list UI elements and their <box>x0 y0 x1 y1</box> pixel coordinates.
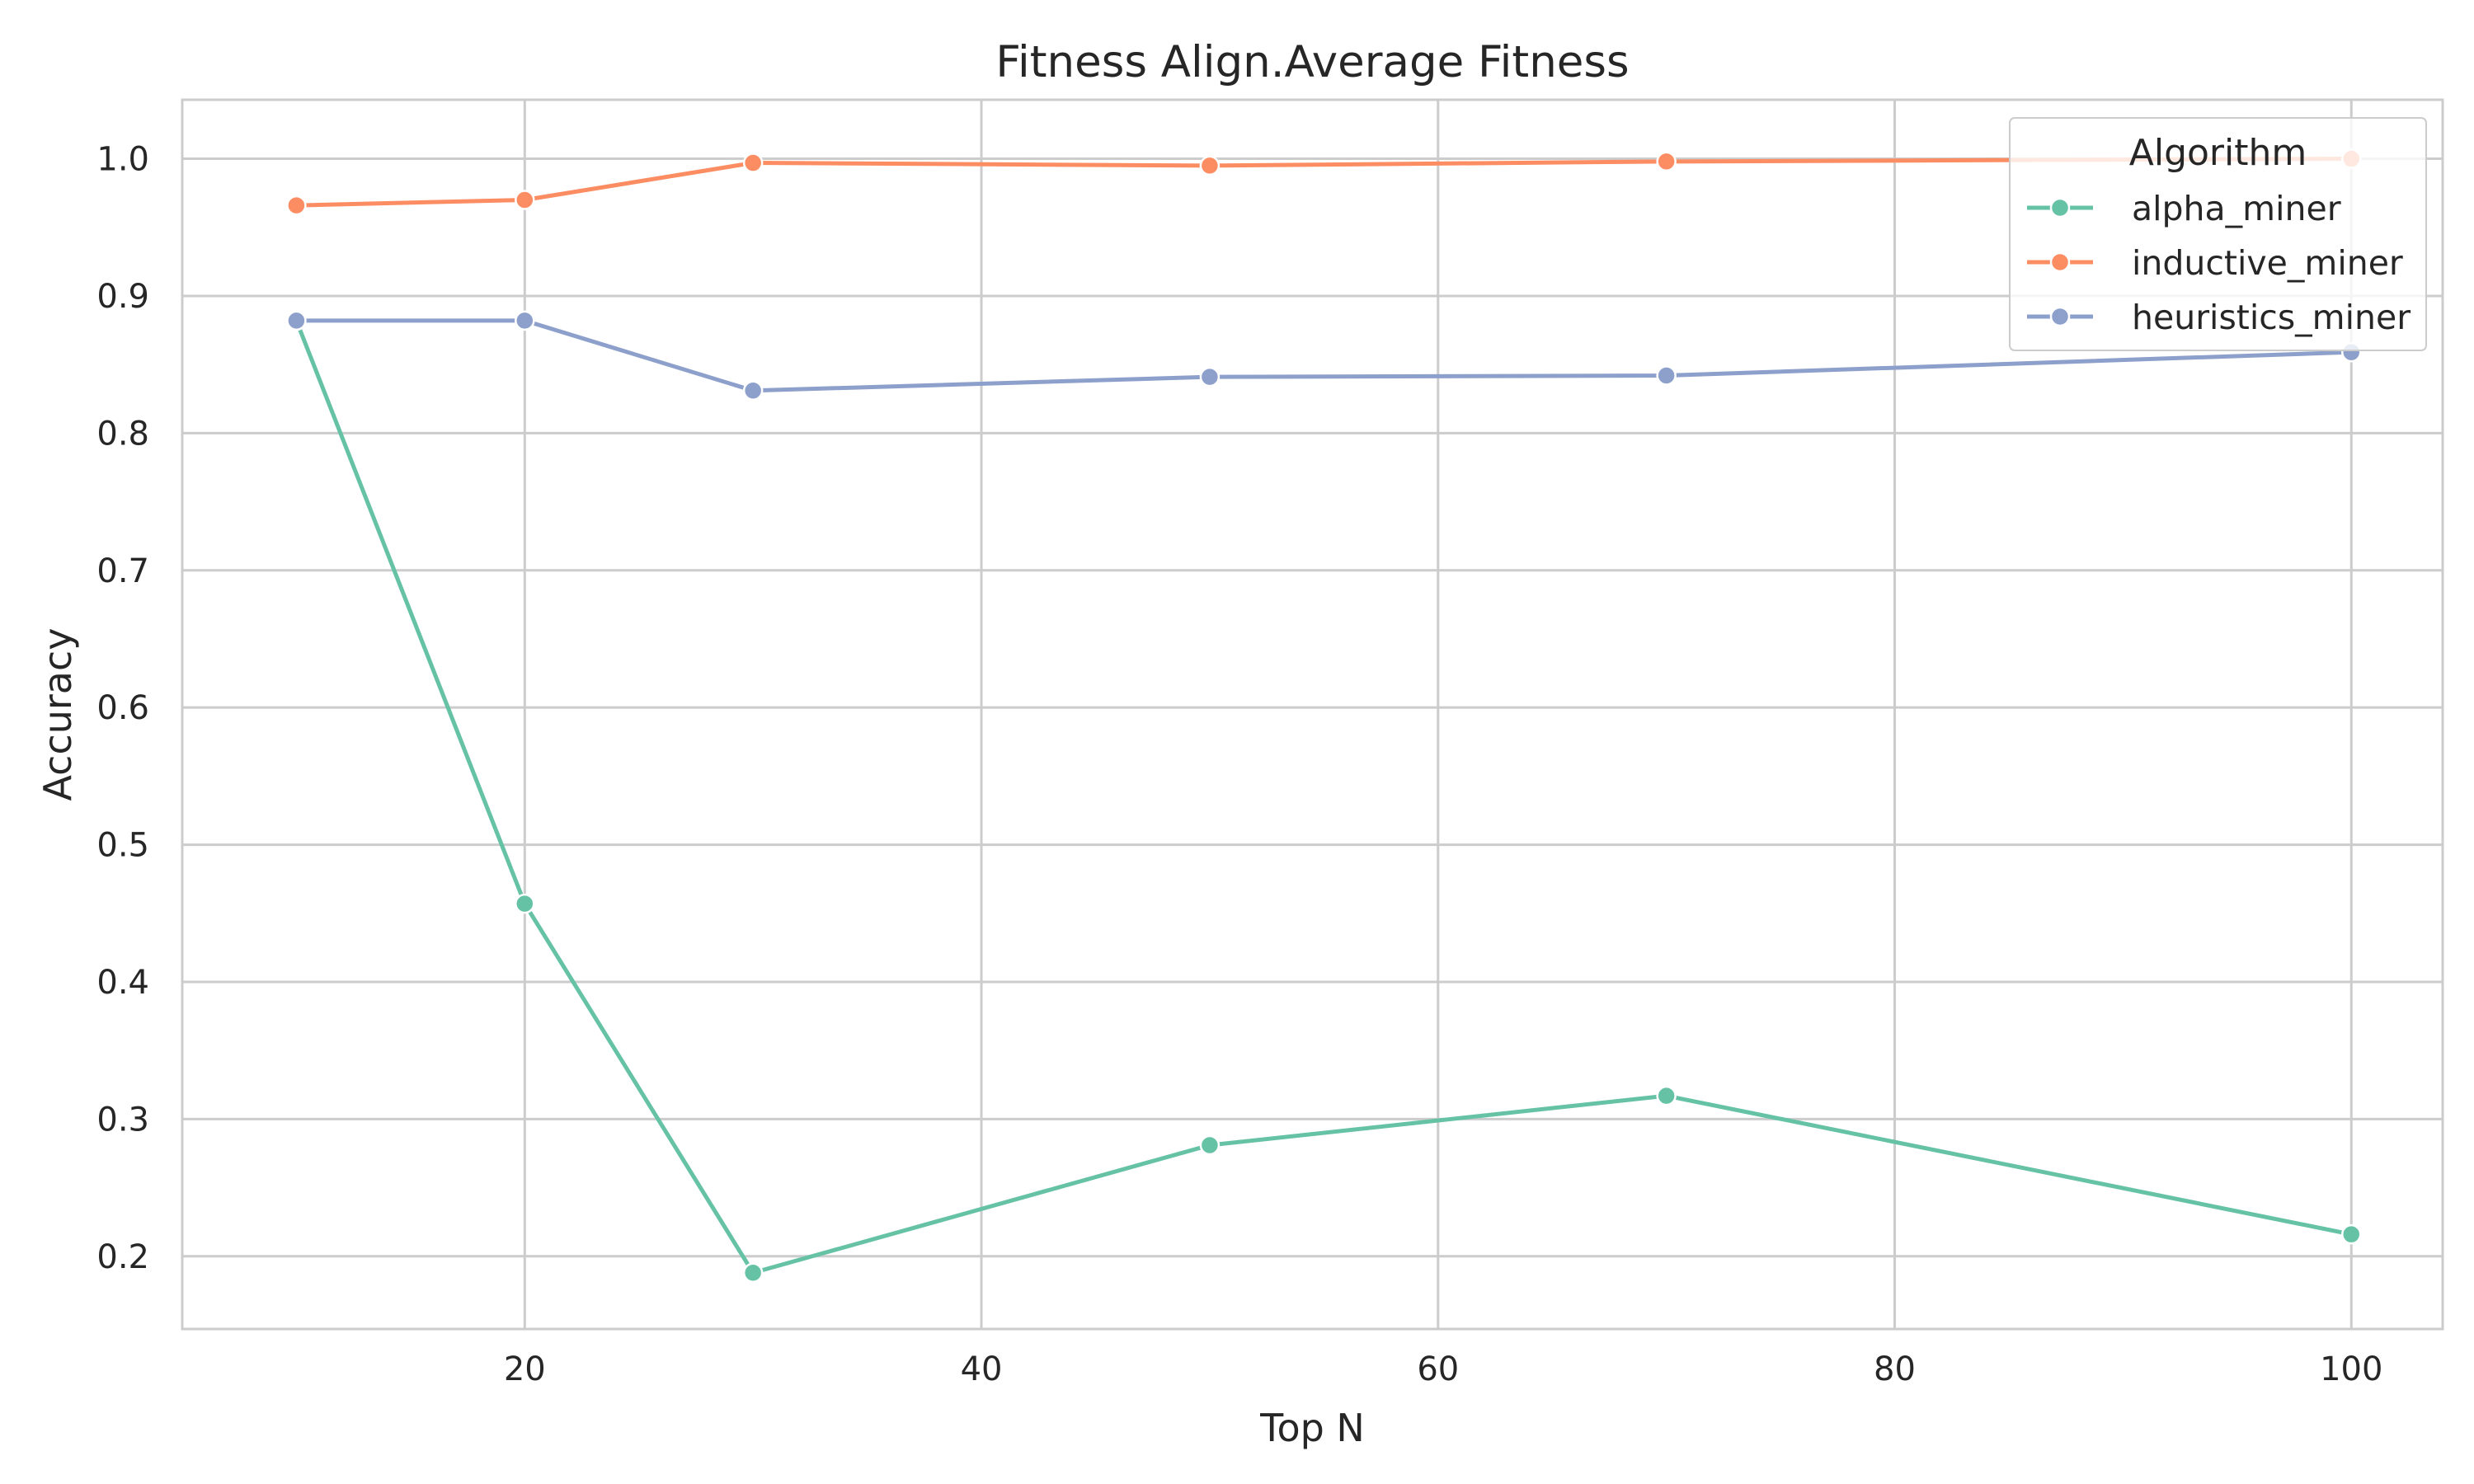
legend-box <box>2009 117 2427 351</box>
y-tick-label: 0.2 <box>96 1238 149 1276</box>
y-tick-label: 0.6 <box>96 689 149 727</box>
chart-title: Fitness Align.Average Fitness <box>995 37 1629 87</box>
legend-items: alpha_miner inductive_miner heuristics_min… <box>2027 189 2411 337</box>
y-tick-label: 0.3 <box>96 1101 149 1139</box>
data-point-inductive_miner <box>742 153 764 173</box>
x-tick-label: 100 <box>2320 1350 2382 1388</box>
x-tick-label: 60 <box>1417 1350 1459 1388</box>
y-tick-label: 0.4 <box>96 964 149 1002</box>
data-point-inductive_miner <box>286 195 307 216</box>
series-line-alpha_miner <box>294 320 2352 1275</box>
data-point-heuristics_miner <box>515 310 535 331</box>
series-inductive_miner <box>286 148 2362 216</box>
legend-marker-inductive_miner <box>2049 251 2071 273</box>
series-line-heuristics_miner <box>296 318 2352 393</box>
legend-marker-alpha_miner <box>2049 197 2071 218</box>
y-tick-label: 0.9 <box>96 278 149 316</box>
x-tick-label: 80 <box>1874 1350 1916 1388</box>
legend-marker-heuristics_miner <box>2049 306 2071 327</box>
y-tick-label: 0.5 <box>96 827 149 865</box>
data-point-inductive_miner <box>1199 155 1221 176</box>
grid <box>182 100 2443 1329</box>
data-point-heuristics_miner <box>286 310 307 331</box>
x-tick-label: 40 <box>961 1350 1003 1388</box>
data-point-inductive_miner <box>515 190 535 210</box>
data-point-alpha_miner <box>742 1262 764 1284</box>
data-point-alpha_miner <box>515 893 535 914</box>
series-heuristics_miner <box>286 310 2362 402</box>
data-point-alpha_miner <box>1656 1085 1677 1106</box>
data-point-heuristics_miner <box>1656 365 1677 386</box>
x-axis-ticks: 20 40 60 80 100 <box>504 1350 2383 1388</box>
y-tick-label: 0.7 <box>96 552 149 590</box>
x-tick-label: 20 <box>504 1350 546 1388</box>
y-axis-label: Accuracy <box>35 627 80 801</box>
series-layer <box>286 148 2362 1284</box>
legend-label-inductive_miner: inductive_miner <box>2132 243 2403 283</box>
plot-frame <box>181 98 2444 1331</box>
data-point-heuristics_miner <box>742 380 764 402</box>
legend-label-alpha_miner: alpha_miner <box>2132 189 2341 228</box>
y-axis-ticks: 0.2 0.3 0.4 0.5 0.6 0.7 0.8 0.9 1.0 <box>96 141 149 1276</box>
data-point-inductive_miner <box>1656 151 1677 172</box>
series-alpha_miner <box>286 310 2362 1284</box>
y-tick-label: 0.8 <box>96 415 149 453</box>
legend-item-alpha_miner: alpha_miner <box>2027 189 2341 228</box>
data-point-alpha_miner <box>1199 1134 1221 1156</box>
legend-label-heuristics_miner: heuristics_miner <box>2132 298 2411 337</box>
data-point-heuristics_miner <box>1199 366 1221 387</box>
x-axis-label: Top N <box>1259 1406 1365 1450</box>
legend-item-inductive_miner: inductive_miner <box>2027 243 2403 283</box>
legend-title: Algorithm <box>2129 132 2307 174</box>
y-tick-label: 1.0 <box>96 141 149 179</box>
legend-item-heuristics_miner: heuristics_miner <box>2027 298 2411 337</box>
series-line-inductive_miner <box>296 157 2352 208</box>
data-point-alpha_miner <box>2341 1223 2362 1245</box>
legend: Algorithm alpha_miner inductive_minerheur… <box>2009 117 2427 351</box>
